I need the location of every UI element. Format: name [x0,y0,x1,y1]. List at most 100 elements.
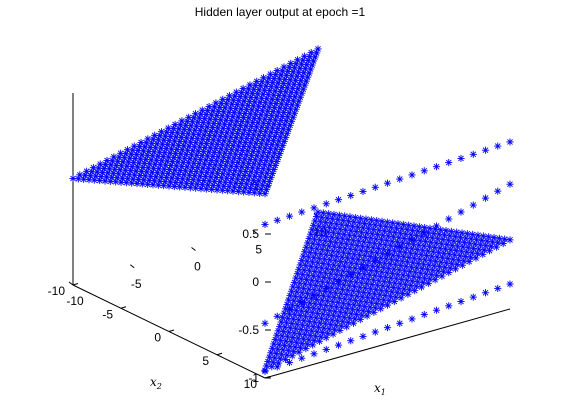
data-point [469,201,477,209]
data-point [445,158,453,167]
data-point [346,213,354,221]
data-point [426,224,434,232]
data-markers [69,45,514,375]
data-point [359,332,367,340]
data-point [447,227,455,236]
data-point [198,106,206,114]
data-point [506,138,514,146]
data-point [325,210,333,218]
data-point [405,221,413,229]
x-tick-label: -5 [131,277,142,291]
data-point [280,63,288,71]
data-point [383,324,392,332]
data-point [420,167,428,175]
data-point [383,179,392,187]
data-point [347,191,355,200]
data-point [239,84,247,93]
data-point [219,95,227,103]
data-point [389,219,397,227]
data-point [212,99,220,107]
data-point [261,319,269,327]
data-point [103,156,111,165]
data-point [259,74,268,82]
data-point [485,233,493,241]
data-point [481,289,490,297]
data-point [490,233,498,242]
data-point [383,218,391,226]
data-point [371,183,379,191]
data-point [396,175,404,183]
data-point [307,48,315,57]
data-point [334,341,343,349]
data-point [285,212,294,220]
data-point [481,194,490,202]
data-point [69,174,77,183]
data-point [171,120,179,129]
y-tick [168,329,175,332]
data-point [506,180,514,188]
data-point [83,167,91,175]
z-tick-label: 0 [252,275,259,289]
data-point [319,209,327,217]
data-point [469,150,477,158]
data-point [130,142,138,150]
x-tick-label: -10 [66,294,84,308]
data-point [96,160,104,168]
data-point [76,171,84,179]
data-point [273,312,281,320]
data-point [399,220,407,229]
y-tick-label: 0 [154,331,161,345]
z-tick-label: -1 [248,371,259,385]
data-point [495,234,503,242]
data-point [408,171,416,179]
data-point [357,214,365,222]
data-point [506,280,514,288]
y-tick-label: -10 [48,284,66,298]
data-point [371,328,379,336]
data-point [415,223,423,231]
data-point [144,135,152,143]
data-point [89,164,98,172]
data-point [225,92,234,100]
y-tick-label: 5 [202,354,209,368]
x-axis-label: x1 [374,381,386,397]
data-point [501,235,509,243]
y-tick [120,306,127,309]
data-point [322,200,330,208]
data-point [246,81,254,89]
data-point [457,208,465,216]
data-point [205,102,213,111]
data-point [110,153,118,161]
data-point [458,229,466,237]
y-tick [72,283,79,286]
data-point [273,216,281,224]
data-point [261,220,269,228]
data-point [373,217,381,225]
data-point [191,110,200,118]
data-point [445,215,453,223]
data-point [442,227,450,235]
x-tick [252,229,258,234]
x-tick [191,247,196,251]
chart-title: Hidden layer output at epoch =1 [195,5,366,19]
x-tick [129,264,135,269]
data-point [232,88,240,96]
data-point [396,319,404,327]
data-point [457,154,465,163]
data-point [367,216,375,224]
data-point [137,138,145,147]
data-point [298,208,306,216]
y-tick-label: 10 [244,377,258,391]
data-point [469,293,477,301]
data-point [185,113,193,121]
data-point [164,124,172,132]
data-point [300,52,308,60]
z-tick-label: 0.5 [242,227,259,241]
data-point [322,345,330,354]
data-point [285,358,294,367]
data-point [394,220,402,228]
data-point [481,146,490,154]
data-point [410,222,418,230]
x-tick-label: 5 [255,242,262,256]
z-tick-label: -0.5 [238,323,259,337]
